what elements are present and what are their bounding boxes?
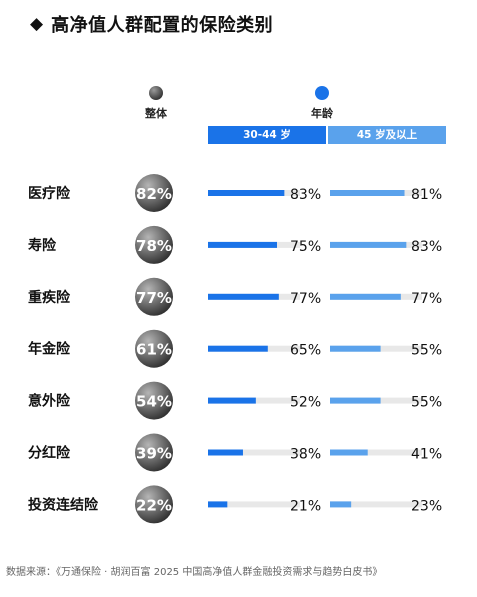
value-30-44: 65% bbox=[290, 343, 321, 359]
overall-circle bbox=[135, 433, 173, 472]
age-tab-45-plus: 45 岁及以上 bbox=[328, 126, 446, 144]
category-row: 分红险 39% 38% 41% bbox=[28, 433, 442, 472]
bar-track bbox=[330, 501, 422, 508]
overall-circle bbox=[135, 381, 173, 420]
chart-header: ◆ 高净值人群配置的保险类别 bbox=[30, 11, 273, 37]
bar-45-plus bbox=[330, 449, 368, 456]
bar-30-44 bbox=[208, 345, 268, 352]
category-row: 寿险 78% 75% 83% bbox=[28, 225, 442, 264]
value-30-44: 75% bbox=[290, 239, 321, 255]
category-row: 重疾险 77% 77% 77% bbox=[28, 277, 442, 316]
category-label: 分红险 bbox=[28, 445, 71, 462]
bar-45-plus bbox=[330, 293, 401, 300]
value-30-44: 38% bbox=[290, 447, 321, 463]
bar-30-44 bbox=[208, 397, 256, 404]
overall-value: 77% bbox=[136, 289, 172, 307]
overall-dot-icon bbox=[149, 86, 163, 100]
category-label: 意外险 bbox=[28, 393, 71, 410]
value-45-plus: 55% bbox=[411, 395, 442, 411]
bar-track bbox=[208, 449, 300, 456]
category-row: 年金险 61% 65% 55% bbox=[28, 329, 442, 368]
bar-45-plus bbox=[330, 241, 407, 248]
category-label: 投资连结险 bbox=[28, 496, 99, 513]
category-label: 寿险 bbox=[28, 237, 57, 254]
value-30-44: 52% bbox=[290, 395, 321, 411]
bar-30-44 bbox=[208, 449, 243, 456]
legend-age: 年龄 bbox=[290, 86, 354, 121]
overall-value: 22% bbox=[136, 496, 172, 514]
category-row: 医疗险 82% 83% 81% bbox=[28, 174, 442, 212]
value-45-plus: 77% bbox=[411, 291, 442, 307]
value-45-plus: 81% bbox=[411, 187, 442, 203]
overall-circle bbox=[135, 277, 173, 316]
age-tab-30-44: 30-44 岁 bbox=[208, 126, 326, 144]
bar-30-44 bbox=[208, 293, 279, 300]
chart-title: 高净值人群配置的保险类别 bbox=[51, 15, 274, 36]
age-group-tabs: 30-44 岁 45 岁及以上 bbox=[208, 126, 446, 144]
category-label: 医疗险 bbox=[28, 185, 71, 202]
bar-track bbox=[330, 449, 422, 456]
bar-track bbox=[208, 501, 300, 508]
overall-circle bbox=[135, 225, 173, 264]
overall-value: 39% bbox=[136, 445, 172, 463]
legend-age-label: 年龄 bbox=[311, 107, 333, 120]
legend-overall-label: 整体 bbox=[145, 107, 167, 120]
bar-45-plus bbox=[330, 397, 381, 404]
age-dot-icon bbox=[315, 86, 329, 100]
bar-45-plus bbox=[330, 501, 352, 508]
bar-45-plus bbox=[330, 345, 381, 352]
bar-45-plus bbox=[330, 190, 405, 196]
bar-30-44 bbox=[208, 241, 277, 248]
category-label: 年金险 bbox=[28, 341, 71, 358]
overall-circle bbox=[135, 485, 173, 524]
category-label: 重疾险 bbox=[28, 289, 71, 306]
overall-value: 78% bbox=[136, 237, 172, 255]
value-30-44: 77% bbox=[290, 291, 321, 307]
value-30-44: 83% bbox=[290, 187, 321, 203]
value-45-plus: 83% bbox=[411, 239, 442, 255]
overall-value: 54% bbox=[136, 393, 172, 411]
category-row: 投资连结险 22% 21% 23% bbox=[28, 485, 442, 524]
legend-overall: 整体 bbox=[124, 86, 188, 121]
value-45-plus: 23% bbox=[411, 498, 442, 514]
value-45-plus: 41% bbox=[411, 447, 442, 463]
overall-value: 82% bbox=[136, 185, 172, 203]
data-source: 数据来源：《万通保险 · 胡润百富 2025 中国高净值人群金融投资需求与趋势白… bbox=[6, 567, 383, 578]
bar-30-44 bbox=[208, 501, 228, 508]
overall-value: 61% bbox=[136, 341, 172, 359]
overall-circle bbox=[135, 329, 173, 368]
overall-circle bbox=[135, 174, 173, 212]
value-45-plus: 55% bbox=[411, 343, 442, 359]
value-30-44: 21% bbox=[290, 498, 321, 514]
category-row: 意外险 54% 52% 55% bbox=[28, 381, 442, 420]
bar-30-44 bbox=[208, 190, 285, 196]
diamond-icon: ◆ bbox=[30, 14, 44, 34]
